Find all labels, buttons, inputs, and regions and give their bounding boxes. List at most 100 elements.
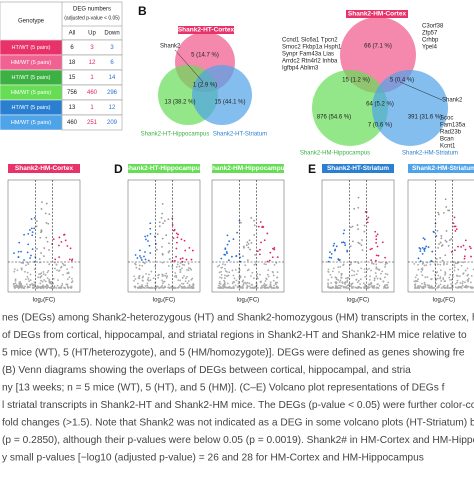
point xyxy=(272,279,275,282)
point xyxy=(157,276,160,279)
point xyxy=(28,280,30,282)
point xyxy=(440,287,443,289)
point xyxy=(161,275,164,277)
point xyxy=(23,270,26,273)
panel-title: Shank2-HM-Cortex xyxy=(15,165,74,172)
point xyxy=(425,245,428,248)
header-deg: DEG numbers xyxy=(73,7,111,13)
deg-count: 14 xyxy=(109,75,116,81)
point xyxy=(356,287,359,289)
point xyxy=(149,279,152,282)
point xyxy=(418,247,421,249)
point xyxy=(39,282,42,285)
point xyxy=(175,232,178,235)
point xyxy=(26,275,29,278)
point xyxy=(337,287,340,289)
point xyxy=(143,287,146,289)
point xyxy=(267,275,270,278)
point xyxy=(168,250,171,252)
point xyxy=(242,284,245,287)
point xyxy=(226,234,229,237)
point xyxy=(263,263,266,265)
point xyxy=(162,286,164,289)
point xyxy=(345,287,348,289)
point xyxy=(446,263,448,265)
point xyxy=(63,287,66,289)
point xyxy=(216,265,219,268)
point xyxy=(453,269,456,272)
point xyxy=(461,280,464,283)
point xyxy=(144,235,147,238)
point xyxy=(40,275,43,277)
point xyxy=(230,287,233,289)
point xyxy=(46,240,49,243)
point xyxy=(328,256,331,259)
venn-label: Shank2-HM-Striatum xyxy=(402,151,458,157)
point xyxy=(254,253,256,256)
point xyxy=(174,272,177,274)
point xyxy=(241,280,244,283)
point xyxy=(27,263,30,266)
plot-frame xyxy=(211,179,285,293)
point xyxy=(258,253,261,256)
point xyxy=(350,285,352,288)
panel-letter: B xyxy=(138,4,147,18)
point xyxy=(447,244,450,247)
point xyxy=(58,256,61,259)
point xyxy=(329,251,331,254)
point xyxy=(375,275,378,278)
point xyxy=(268,259,271,262)
point xyxy=(463,257,466,260)
point xyxy=(16,269,19,272)
point xyxy=(20,268,23,271)
point xyxy=(225,251,228,253)
point xyxy=(429,263,432,266)
point xyxy=(144,284,147,287)
point xyxy=(245,287,248,289)
point xyxy=(424,285,427,288)
point xyxy=(327,286,330,288)
point xyxy=(464,286,467,289)
point xyxy=(460,264,463,267)
point xyxy=(158,287,160,289)
panel-title: Shank2-HM-Striatum xyxy=(412,165,474,172)
point xyxy=(61,282,64,285)
point xyxy=(262,226,265,228)
point xyxy=(183,285,186,288)
point xyxy=(267,269,270,272)
point xyxy=(32,286,35,289)
point xyxy=(381,241,384,244)
point xyxy=(443,286,445,289)
point xyxy=(147,259,150,262)
point xyxy=(182,282,185,285)
point xyxy=(156,233,159,236)
point xyxy=(145,238,147,241)
point xyxy=(413,280,416,283)
point xyxy=(461,284,464,287)
point xyxy=(381,270,384,273)
label-bg xyxy=(346,10,408,18)
point xyxy=(337,258,340,260)
point xyxy=(417,285,420,288)
venn-count: 7 (0.6 %) xyxy=(368,123,392,129)
point xyxy=(458,275,461,278)
point xyxy=(351,269,353,272)
point xyxy=(271,256,274,259)
point xyxy=(58,286,61,289)
point xyxy=(224,263,227,266)
point xyxy=(375,254,378,257)
point xyxy=(453,216,456,219)
deg-count: 6 xyxy=(70,45,74,51)
point xyxy=(448,276,451,279)
point xyxy=(242,255,244,258)
point xyxy=(418,285,421,287)
point xyxy=(160,217,163,219)
title-bg xyxy=(322,164,394,173)
point xyxy=(460,245,463,248)
point xyxy=(357,206,360,209)
point xyxy=(338,281,341,284)
point xyxy=(30,227,33,230)
point xyxy=(419,250,422,253)
point xyxy=(141,279,144,282)
point xyxy=(377,254,380,257)
